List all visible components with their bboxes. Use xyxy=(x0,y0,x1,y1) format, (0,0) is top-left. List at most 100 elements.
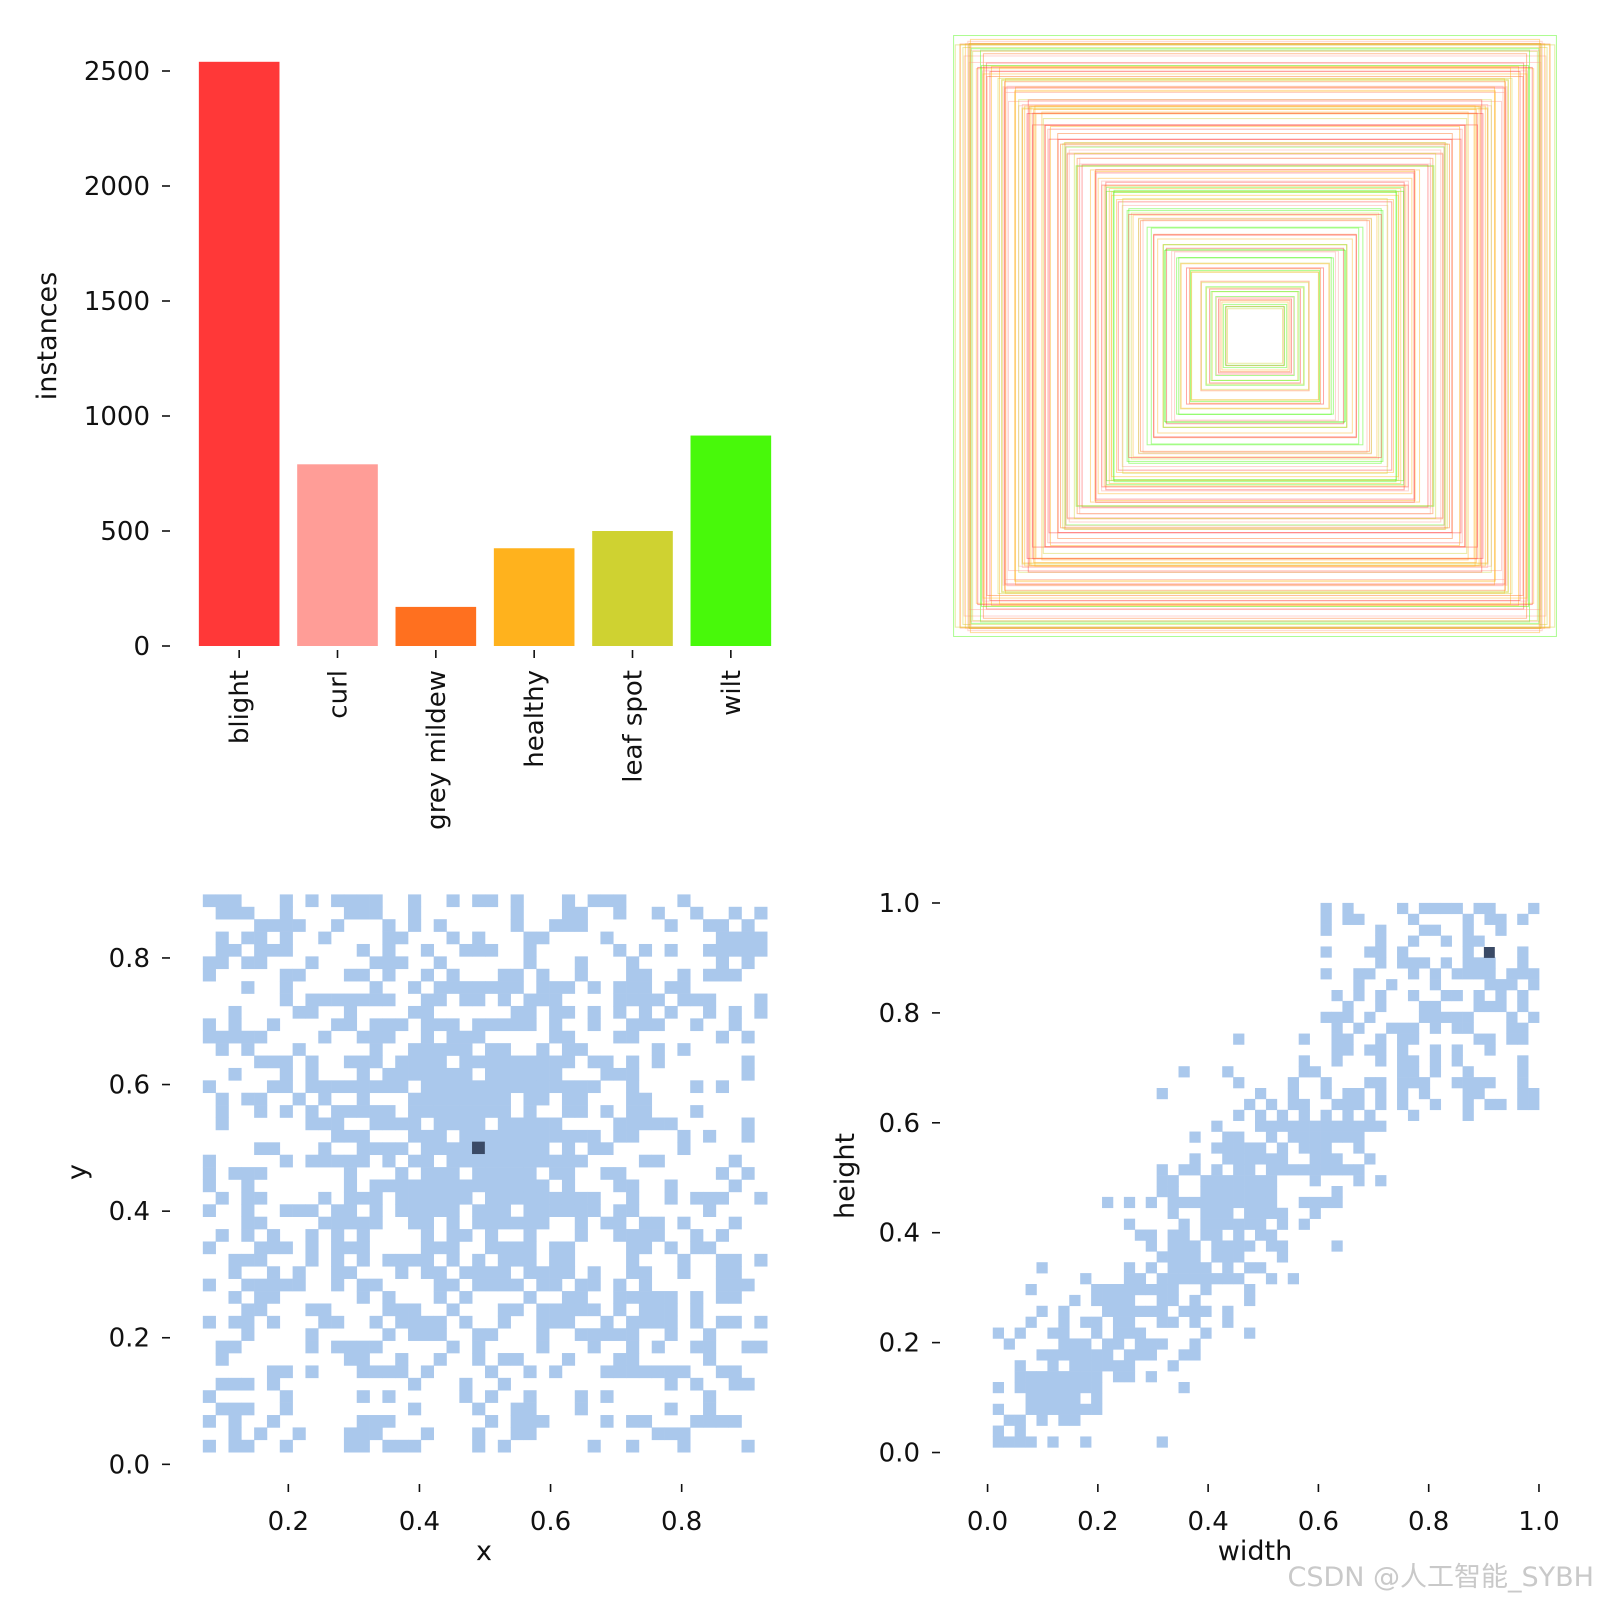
heat-cell xyxy=(587,1191,601,1205)
heat-cell xyxy=(1189,1131,1201,1143)
heat-cell xyxy=(510,906,524,920)
heat-ytick-label: 0.2 xyxy=(109,1324,150,1354)
heat-cell xyxy=(1397,1066,1409,1078)
heat-cell xyxy=(369,1055,383,1069)
heat-cell xyxy=(472,1055,486,1069)
heat-cell xyxy=(741,1055,755,1069)
heat-cell xyxy=(1112,1305,1125,1317)
heat-cell xyxy=(1418,1011,1431,1023)
heat-cell xyxy=(600,1390,614,1403)
heat-cell xyxy=(1200,1175,1212,1187)
heat-cell xyxy=(1517,913,1529,925)
heat-cell xyxy=(1102,1305,1114,1317)
heat-cell xyxy=(1287,1164,1300,1176)
heat-cell xyxy=(626,1105,640,1118)
heat-cell xyxy=(741,943,755,957)
heat-cell xyxy=(1058,1392,1070,1405)
heat-cell xyxy=(305,1340,319,1354)
heat-cell xyxy=(1276,1120,1289,1132)
heat-cell xyxy=(1123,1262,1136,1274)
heat-cell xyxy=(1123,1316,1136,1328)
heat-cell xyxy=(613,981,627,994)
heat-cell xyxy=(356,1353,370,1366)
heat-cell xyxy=(510,1080,524,1094)
box-outline xyxy=(1004,81,1506,591)
heat-cell xyxy=(549,1067,563,1081)
heat-cell xyxy=(420,1365,434,1379)
heat-cell xyxy=(1255,1218,1267,1230)
heat-cell xyxy=(228,1167,242,1180)
heat-cell xyxy=(420,943,434,957)
box-outline xyxy=(1089,169,1421,503)
heat-cell xyxy=(331,1154,345,1168)
heat-cell xyxy=(1233,1164,1245,1176)
heat-cell xyxy=(754,931,768,945)
heat-cell xyxy=(1189,1164,1201,1176)
heat-cell xyxy=(446,1117,460,1131)
heat-cell xyxy=(472,1018,486,1032)
box-outline xyxy=(980,64,1530,608)
heat-cell xyxy=(728,1179,742,1193)
heat-cell xyxy=(992,1403,1005,1415)
box-outline xyxy=(1018,105,1492,567)
heat-cell xyxy=(677,981,691,994)
heat-cell xyxy=(279,1241,293,1255)
heat-cell xyxy=(420,993,434,1007)
heat-cell xyxy=(754,1253,768,1267)
heat-cell xyxy=(651,1117,665,1131)
heat-cell xyxy=(497,1043,511,1056)
heat-cell xyxy=(1298,1066,1310,1078)
heat-cell xyxy=(1440,902,1452,915)
heat-cell xyxy=(1211,1186,1223,1198)
heat-cell xyxy=(1200,1218,1212,1230)
heat-cell xyxy=(356,993,370,1007)
heat-cell xyxy=(600,1328,614,1341)
heat-cell xyxy=(459,1142,473,1156)
heat-cell xyxy=(382,1253,396,1267)
watermark: CSDN @人工智能_SYBH xyxy=(1287,1562,1594,1593)
heat-cell xyxy=(446,1067,460,1081)
heat-cell xyxy=(1156,1175,1168,1187)
heat-cell xyxy=(536,1204,550,1217)
heat-cell xyxy=(1167,1316,1179,1328)
heat-cell xyxy=(1528,1088,1540,1100)
heat-cell xyxy=(1145,1284,1157,1296)
heat-cell xyxy=(587,1055,601,1069)
heat-cell xyxy=(1200,1273,1212,1285)
heat-cell xyxy=(600,1167,614,1180)
heat-cell xyxy=(1429,924,1442,936)
heat-cell xyxy=(1407,1109,1420,1121)
heat-cell xyxy=(318,1303,332,1317)
heat-cell xyxy=(536,1154,550,1168)
heat-cell xyxy=(1167,1284,1179,1296)
heat-cell xyxy=(1003,1436,1015,1448)
bar-ytick-label: 500 xyxy=(100,517,150,547)
heat-cell xyxy=(343,1080,358,1094)
heat-cell xyxy=(703,1415,717,1428)
heat-cell xyxy=(1178,1164,1190,1176)
heat-cell xyxy=(1287,1273,1300,1285)
box-outline xyxy=(1095,172,1415,500)
box-outline xyxy=(963,55,1547,617)
heat-cell xyxy=(279,1278,293,1292)
heat-cell xyxy=(561,1030,576,1044)
heat-cell xyxy=(1276,1164,1289,1176)
heat-cell xyxy=(485,1266,499,1279)
heat-cell xyxy=(715,1315,729,1329)
heat-cell xyxy=(561,1092,576,1106)
heat-cell xyxy=(485,1080,499,1094)
box-outline xyxy=(1006,85,1504,587)
heat-cell xyxy=(1440,1011,1452,1023)
box-outline xyxy=(1225,305,1285,367)
heat-cell xyxy=(677,968,691,982)
heat-cell xyxy=(228,1315,242,1329)
heat-cell xyxy=(1320,1164,1332,1176)
heat-cell xyxy=(279,993,293,1007)
heat-cell xyxy=(1265,1196,1278,1209)
heat-cell xyxy=(561,1154,576,1168)
heat-cell xyxy=(1495,1000,1507,1013)
heat-cell xyxy=(241,1204,255,1217)
heat-cell xyxy=(1047,1327,1059,1339)
heat-cell xyxy=(356,1439,370,1453)
heat-cell xyxy=(318,1117,332,1131)
